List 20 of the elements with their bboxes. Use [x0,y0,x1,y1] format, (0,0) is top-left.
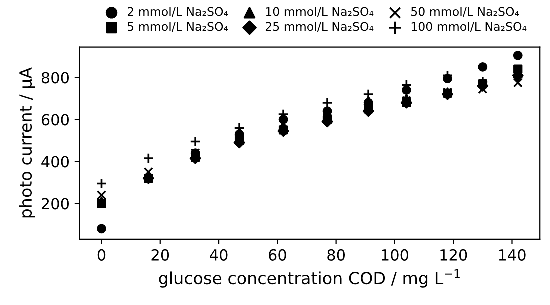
legend-label: 50 mmol/L Na₂SO₄ [412,7,520,18]
y-axis-title: photo current / µA [19,68,36,218]
x-tick-label: 140 [499,249,526,261]
x-tick-label: 120 [440,249,468,261]
x-tick-label: 100 [382,249,409,261]
x-tick-label: 0 [98,249,106,261]
legend-label: 2 mmol/L Na₂SO₄ [128,7,228,18]
legend-label: 10 mmol/L Na₂SO₄ [266,7,374,18]
y-tick-label: 200 [42,198,70,210]
x-tick-label: 60 [269,249,286,261]
y-tick-label: 800 [42,72,70,84]
x-tick-label: 40 [210,249,228,261]
legend-label: 5 mmol/L Na₂SO₄ [128,22,228,32]
legend-label: 100 mmol/L Na₂SO₄ [412,22,527,32]
legend-label: 25 mmol/L Na₂SO₄ [266,22,374,32]
x-tick-label: 20 [152,249,170,261]
x-tick-label: 80 [328,249,346,261]
x-axis-title: glucose concentration COD / mg L$^{−1}$ [159,269,460,288]
y-tick-label: 600 [42,114,70,126]
y-tick-label: 400 [42,156,70,168]
